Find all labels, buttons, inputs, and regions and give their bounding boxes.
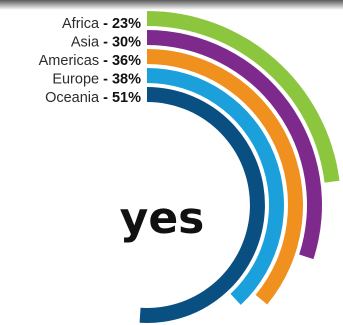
center-label: yes: [120, 193, 205, 244]
ring-europe: [147, 68, 284, 305]
top-shadow: [0, 0, 343, 10]
value-label: 30%: [112, 35, 141, 51]
category-name: Oceania: [45, 90, 100, 106]
value-label: 38%: [112, 72, 141, 88]
value-label: 23%: [112, 16, 141, 32]
category-name: Europe: [52, 72, 99, 88]
ring-americas: [147, 49, 304, 305]
value-label: 51%: [112, 90, 141, 106]
label-europe: Europe - 38%: [52, 72, 141, 88]
category-name: Asia: [71, 35, 100, 51]
ring-asia: [147, 30, 322, 260]
category-name: Americas: [39, 53, 99, 69]
label-americas: Americas - 36%: [39, 53, 141, 69]
separator: -: [99, 53, 112, 69]
ring-oceania: [139, 87, 265, 323]
separator: -: [99, 72, 112, 88]
label-asia: Asia - 30%: [71, 35, 141, 51]
category-name: Africa: [62, 16, 100, 32]
separator: -: [99, 16, 112, 32]
separator: -: [99, 90, 112, 106]
label-africa: Africa - 23%: [62, 16, 141, 32]
label-oceania: Oceania - 51%: [45, 90, 141, 106]
value-label: 36%: [112, 53, 141, 69]
separator: -: [99, 35, 112, 51]
ring-africa: [147, 11, 340, 183]
